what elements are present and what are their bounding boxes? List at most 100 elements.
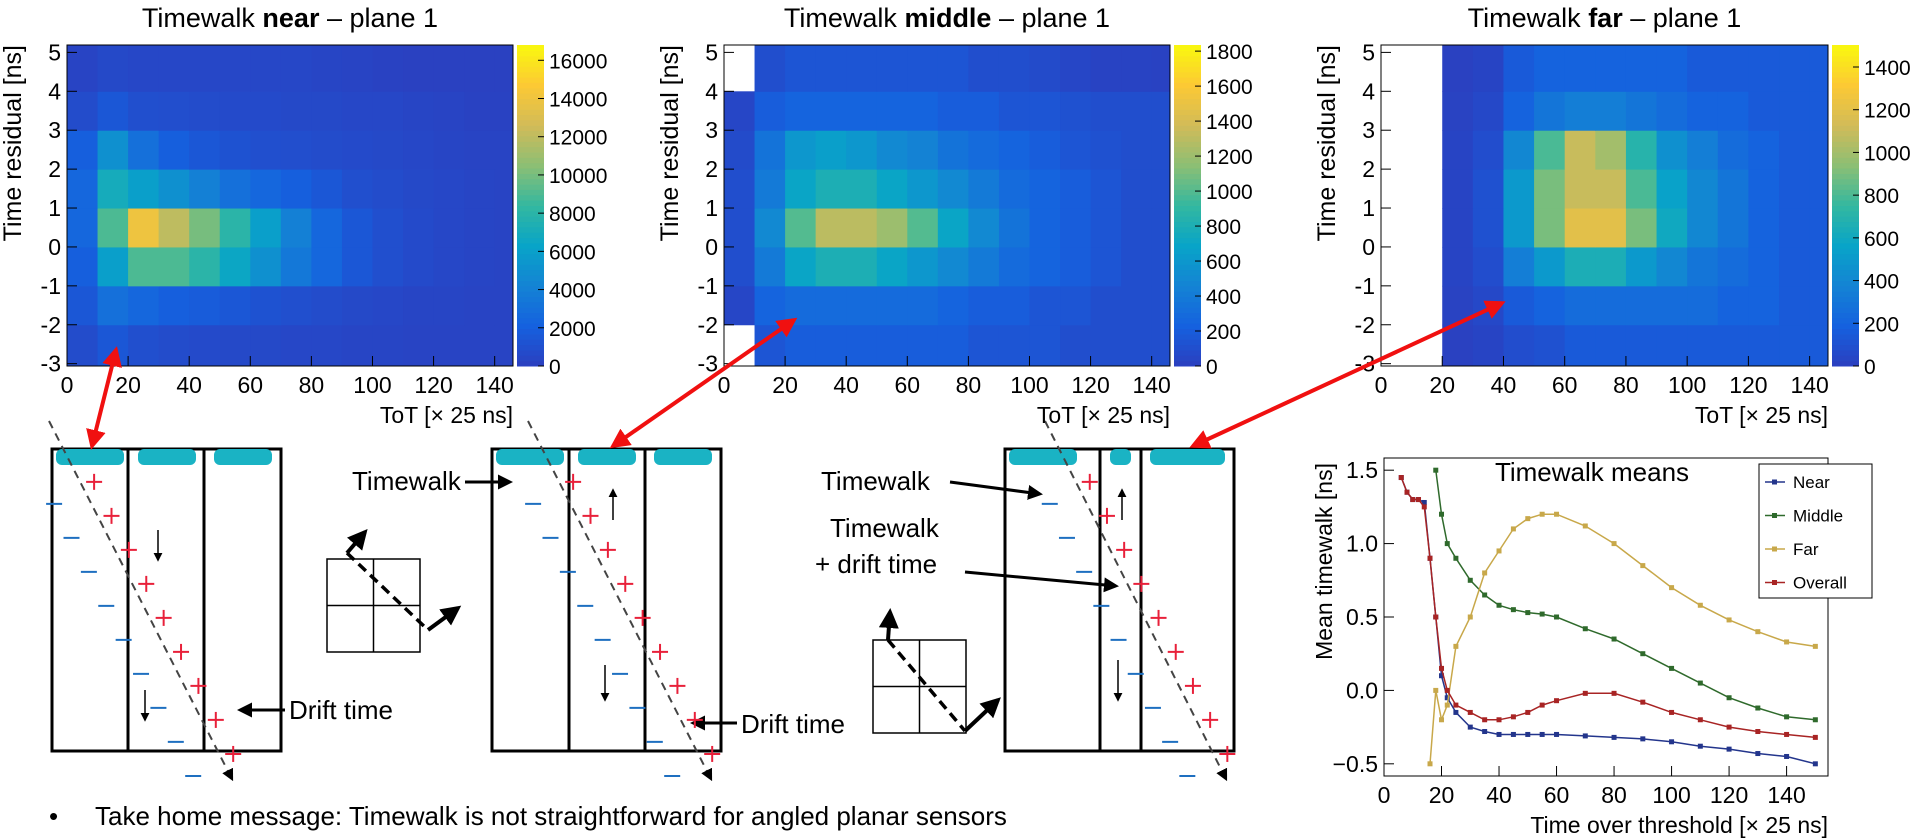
heat-cell (1625, 285, 1658, 326)
colorbar-band (1832, 130, 1859, 137)
point (1453, 555, 1459, 561)
colorbar-band (1832, 328, 1859, 335)
colorbar-band (1174, 205, 1201, 212)
timewalk-label: Timewalk (830, 513, 940, 543)
point (1421, 499, 1427, 505)
title-part: – plane 1 (319, 3, 438, 33)
heat-cell (1121, 169, 1153, 209)
heat-cell (1442, 246, 1474, 287)
colorbar-band (517, 205, 544, 212)
direction-arrow (878, 608, 899, 641)
x-tick-label: 100 (1652, 782, 1690, 808)
heat-cell (968, 91, 1000, 131)
colorbar-band (1174, 146, 1201, 153)
colorbar-band (517, 317, 544, 324)
heat-cell (158, 285, 190, 326)
x-tick-label: 60 (237, 372, 263, 398)
heat-cell (403, 324, 435, 367)
heat-cell (1503, 45, 1535, 92)
colorbar-band (1174, 221, 1201, 228)
colorbar-label: 1000 (1206, 181, 1253, 204)
heat-cell (219, 324, 251, 367)
heat-cell (1595, 45, 1627, 92)
title-part: near (262, 3, 320, 33)
y-axis-label: Time residual [ns] (656, 45, 684, 241)
point (1554, 614, 1560, 620)
x-tick-label: 80 (1601, 782, 1627, 808)
heat-cell (1151, 91, 1171, 131)
title-part: middle (904, 3, 991, 33)
colorbar-band (1174, 114, 1201, 121)
heat-cell (937, 285, 969, 326)
heat-cell (403, 285, 435, 326)
heat-cell (280, 208, 312, 248)
heat-cell (1442, 208, 1474, 248)
pad (56, 449, 124, 465)
heat-cell (1687, 169, 1719, 209)
heat-cell (250, 246, 282, 287)
point (1640, 736, 1646, 742)
point (1510, 731, 1516, 737)
heat-cell (1656, 208, 1688, 248)
colorbar-band (1174, 168, 1201, 174)
heat-cell (158, 208, 190, 248)
heat-cell (1779, 45, 1811, 92)
heat-cell (1779, 169, 1811, 209)
y-tick-label: 3 (48, 117, 61, 143)
x-axis-label: ToT [× 25 ns] (380, 402, 513, 428)
heat-cell (1809, 169, 1829, 209)
x-tick-label: 40 (1491, 372, 1517, 398)
heat-cell (1503, 324, 1535, 367)
heat-cell (128, 91, 160, 131)
y-tick-label: -1 (1355, 273, 1375, 299)
heat-cell (158, 246, 190, 287)
heat-cell (311, 285, 343, 326)
heat-cell (1060, 91, 1092, 131)
colorbar-band (1174, 87, 1201, 94)
y-tick-label: 1 (1362, 195, 1375, 221)
legend-marker (1772, 546, 1777, 552)
heat-cell (464, 91, 496, 131)
diagrams: Drift time Timewalk Drift time Timewalk … (46, 420, 1236, 831)
heat-cell (907, 130, 939, 170)
point (1784, 753, 1790, 759)
heat-cell (1503, 285, 1535, 326)
heat-cell (341, 45, 373, 92)
heat-cell (1779, 208, 1811, 248)
point (1433, 687, 1439, 693)
heat-cell (846, 130, 878, 170)
x-tick-label: 100 (353, 372, 391, 398)
heat-cell (1472, 208, 1504, 248)
heat-cell (1595, 246, 1627, 287)
colorbar-band (1174, 66, 1201, 73)
colorbar-band (517, 360, 544, 367)
colorbar-band (1832, 189, 1859, 196)
heat-cell (311, 45, 343, 92)
direction-arrow (886, 638, 967, 733)
heat-cell (1809, 246, 1829, 287)
colorbar-band (1174, 141, 1201, 148)
heat-cell (1029, 169, 1061, 209)
heat-cell (754, 45, 786, 92)
colorbar-band (1174, 333, 1201, 340)
point (1755, 751, 1761, 757)
y-tick-label: 2 (1362, 156, 1375, 182)
heat-cell (998, 324, 1030, 367)
colorbar-band (1174, 152, 1201, 158)
heat-cell (1564, 91, 1596, 131)
track (1044, 420, 1228, 782)
heat-cell (67, 169, 99, 209)
colorbar-band (1832, 77, 1859, 83)
heat-cell (785, 45, 817, 92)
point (1697, 717, 1703, 723)
colorbar-band (1832, 205, 1859, 212)
heat-cell (250, 169, 282, 209)
heat-cell (97, 208, 129, 248)
point (1582, 523, 1588, 529)
heat-cell (998, 91, 1030, 131)
timewalk-label: Timewalk (352, 466, 462, 496)
legend-label: Near (1793, 473, 1830, 492)
heat-cell (968, 208, 1000, 248)
heat-cell (280, 324, 312, 367)
point (1611, 690, 1617, 696)
